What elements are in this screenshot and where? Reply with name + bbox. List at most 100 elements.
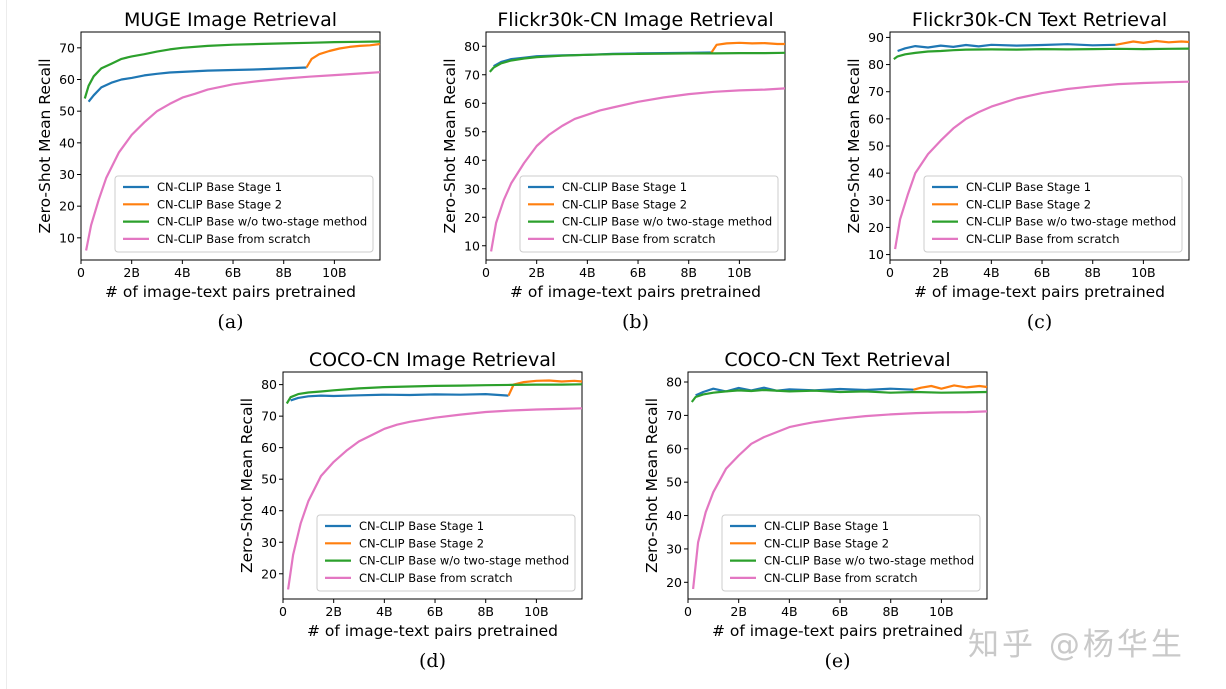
legend-label: CN-CLIP Base Stage 2 [764, 536, 889, 550]
y-tick-label: 40 [261, 503, 277, 518]
legend-box [316, 514, 576, 592]
y-tick-label: 30 [261, 535, 277, 550]
y-axis-label: Zero-Shot Mean Recall [845, 58, 863, 233]
legend-label: CN-CLIP Base Stage 1 [359, 519, 484, 533]
y-tick-label: 80 [868, 57, 884, 72]
x-axis-label: # of image-text pairs pretrained [510, 283, 761, 301]
y-tick-label: 70 [464, 67, 480, 82]
chart-b: Flickr30k-CN Image Retrieval 0 2B 4B 6B 8B 10B… [441, 9, 786, 333]
panel-b: Flickr30k-CN Image Retrieval 0 2B 4B 6B 8B 10B… [441, 9, 801, 333]
legend-box [923, 175, 1183, 253]
plot-frame [687, 371, 988, 600]
y-tick-label: 40 [868, 166, 884, 181]
x-tick-label: 6B [1034, 265, 1051, 280]
panel-a: MUGE Image Retrieval 0 2B 4B 6B 8B 10B 10 20 30 40… [36, 9, 396, 333]
x-tick-label: 0 [482, 265, 490, 280]
y-tick-label: 60 [59, 72, 75, 87]
series-line-no-two-stage [83, 40, 381, 99]
series-line-scratch [85, 71, 381, 251]
y-tick-label: 20 [666, 575, 682, 590]
x-tick-label: 10B [524, 604, 548, 619]
x-tick-label: 4B [376, 604, 393, 619]
legend-label: CN-CLIP Base Stage 2 [966, 197, 1091, 211]
x-tick-label: 10B [929, 604, 953, 619]
series-line-no-two-stage [690, 388, 988, 403]
x-tick-label: 2B [123, 265, 140, 280]
legend-label: CN-CLIP Base from scratch [562, 232, 716, 246]
x-tick-label: 0 [279, 604, 287, 619]
x-tick-label: 8B [477, 604, 494, 619]
series-line-scratch [894, 80, 1190, 250]
y-tick-label: 50 [261, 472, 277, 487]
y-tick-label: 20 [59, 199, 75, 214]
legend-label: CN-CLIP Base w/o two-stage method [562, 215, 772, 229]
legend-label: CN-CLIP Base w/o two-stage method [359, 554, 569, 568]
x-tick-label: 0 [77, 265, 85, 280]
x-tick-label: 6B [225, 265, 242, 280]
x-tick-label: 4B [579, 265, 596, 280]
legend-label: CN-CLIP Base from scratch [359, 571, 513, 585]
series-line-stage2 [710, 41, 785, 54]
x-tick-label: 2B [325, 604, 342, 619]
x-tick-label: 10B [1131, 265, 1155, 280]
series-line-no-two-stage [285, 383, 583, 405]
legend-label: CN-CLIP Base Stage 2 [562, 197, 687, 211]
legend-label: CN-CLIP Base Stage 1 [966, 180, 1091, 194]
chart-title: COCO-CN Text Retrieval [724, 349, 950, 371]
watermark-text: 知乎 @杨华生 [968, 627, 1185, 663]
series-line-stage2 [305, 42, 381, 69]
chart-c: Flickr30k-CN Text Retrieval 0 2B 4B 6B 8B 10B 1… [845, 9, 1190, 333]
y-tick-label: 70 [666, 408, 682, 423]
legend-label: CN-CLIP Base w/o two-stage method [157, 215, 367, 229]
y-tick-label: 90 [868, 30, 884, 45]
y-tick-label: 60 [868, 111, 884, 126]
x-tick-label: 0 [886, 265, 894, 280]
y-tick-label: 10 [464, 238, 480, 253]
y-tick-label: 60 [666, 441, 682, 456]
x-tick-label: 6B [427, 604, 444, 619]
series-line-stage1 [87, 66, 307, 103]
series-line-stage1 [695, 386, 914, 397]
y-tick-label: 40 [666, 508, 682, 523]
y-tick-label: 70 [59, 40, 75, 55]
chart-title: COCO-CN Image Retrieval [309, 349, 556, 371]
y-axis-label: Zero-Shot Mean Recall [238, 398, 256, 573]
y-tick-label: 60 [261, 440, 277, 455]
panel-caption: (e) [824, 650, 850, 672]
y-tick-label: 40 [464, 153, 480, 168]
chart-e: COCO-CN Text Retrieval 0 2B 4B 6B 8B 10B 20 30 40… [643, 349, 988, 672]
y-tick-label: 80 [464, 39, 480, 54]
legend-label: CN-CLIP Base Stage 1 [764, 519, 889, 533]
series-line-stage1 [897, 43, 1116, 53]
legend-label: CN-CLIP Base from scratch [157, 232, 311, 246]
y-tick-label: 80 [666, 375, 682, 390]
legend-label: CN-CLIP Base Stage 2 [157, 197, 282, 211]
series-line-stage2 [507, 379, 583, 397]
legend-box [519, 175, 779, 253]
legend-label: CN-CLIP Base from scratch [764, 571, 918, 585]
series-line-stage2 [913, 384, 988, 391]
y-tick-label: 50 [868, 139, 884, 154]
chart-title: Flickr30k-CN Image Retrieval [497, 9, 773, 31]
legend-label: CN-CLIP Base Stage 1 [562, 180, 687, 194]
y-tick-label: 60 [464, 96, 480, 111]
y-tick-label: 30 [868, 193, 884, 208]
y-tick-label: 10 [868, 247, 884, 262]
x-tick-label: 8B [680, 265, 697, 280]
series-line-scratch [287, 407, 583, 590]
x-tick-label: 2B [932, 265, 949, 280]
series-line-no-two-stage [893, 47, 1190, 60]
x-tick-label: 8B [275, 265, 292, 280]
page-left-rule [6, 0, 7, 689]
x-tick-label: 4B [174, 265, 191, 280]
x-axis-label: # of image-text pairs pretrained [307, 622, 558, 640]
legend-box [721, 514, 981, 592]
y-tick-label: 20 [868, 220, 884, 235]
y-axis-label: Zero-Shot Mean Recall [36, 58, 54, 233]
panel-caption: (d) [419, 650, 446, 672]
x-tick-label: 2B [730, 604, 747, 619]
legend-box [114, 175, 374, 253]
y-tick-label: 30 [666, 541, 682, 556]
chart-title: MUGE Image Retrieval [124, 9, 337, 31]
x-axis-label: # of image-text pairs pretrained [105, 283, 356, 301]
